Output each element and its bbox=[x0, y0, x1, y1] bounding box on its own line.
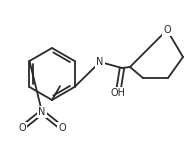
Text: O: O bbox=[58, 123, 66, 133]
Text: OH: OH bbox=[111, 88, 126, 98]
Text: O: O bbox=[18, 123, 26, 133]
Text: N: N bbox=[38, 107, 46, 117]
Text: N: N bbox=[96, 57, 104, 67]
Text: O: O bbox=[163, 25, 171, 35]
